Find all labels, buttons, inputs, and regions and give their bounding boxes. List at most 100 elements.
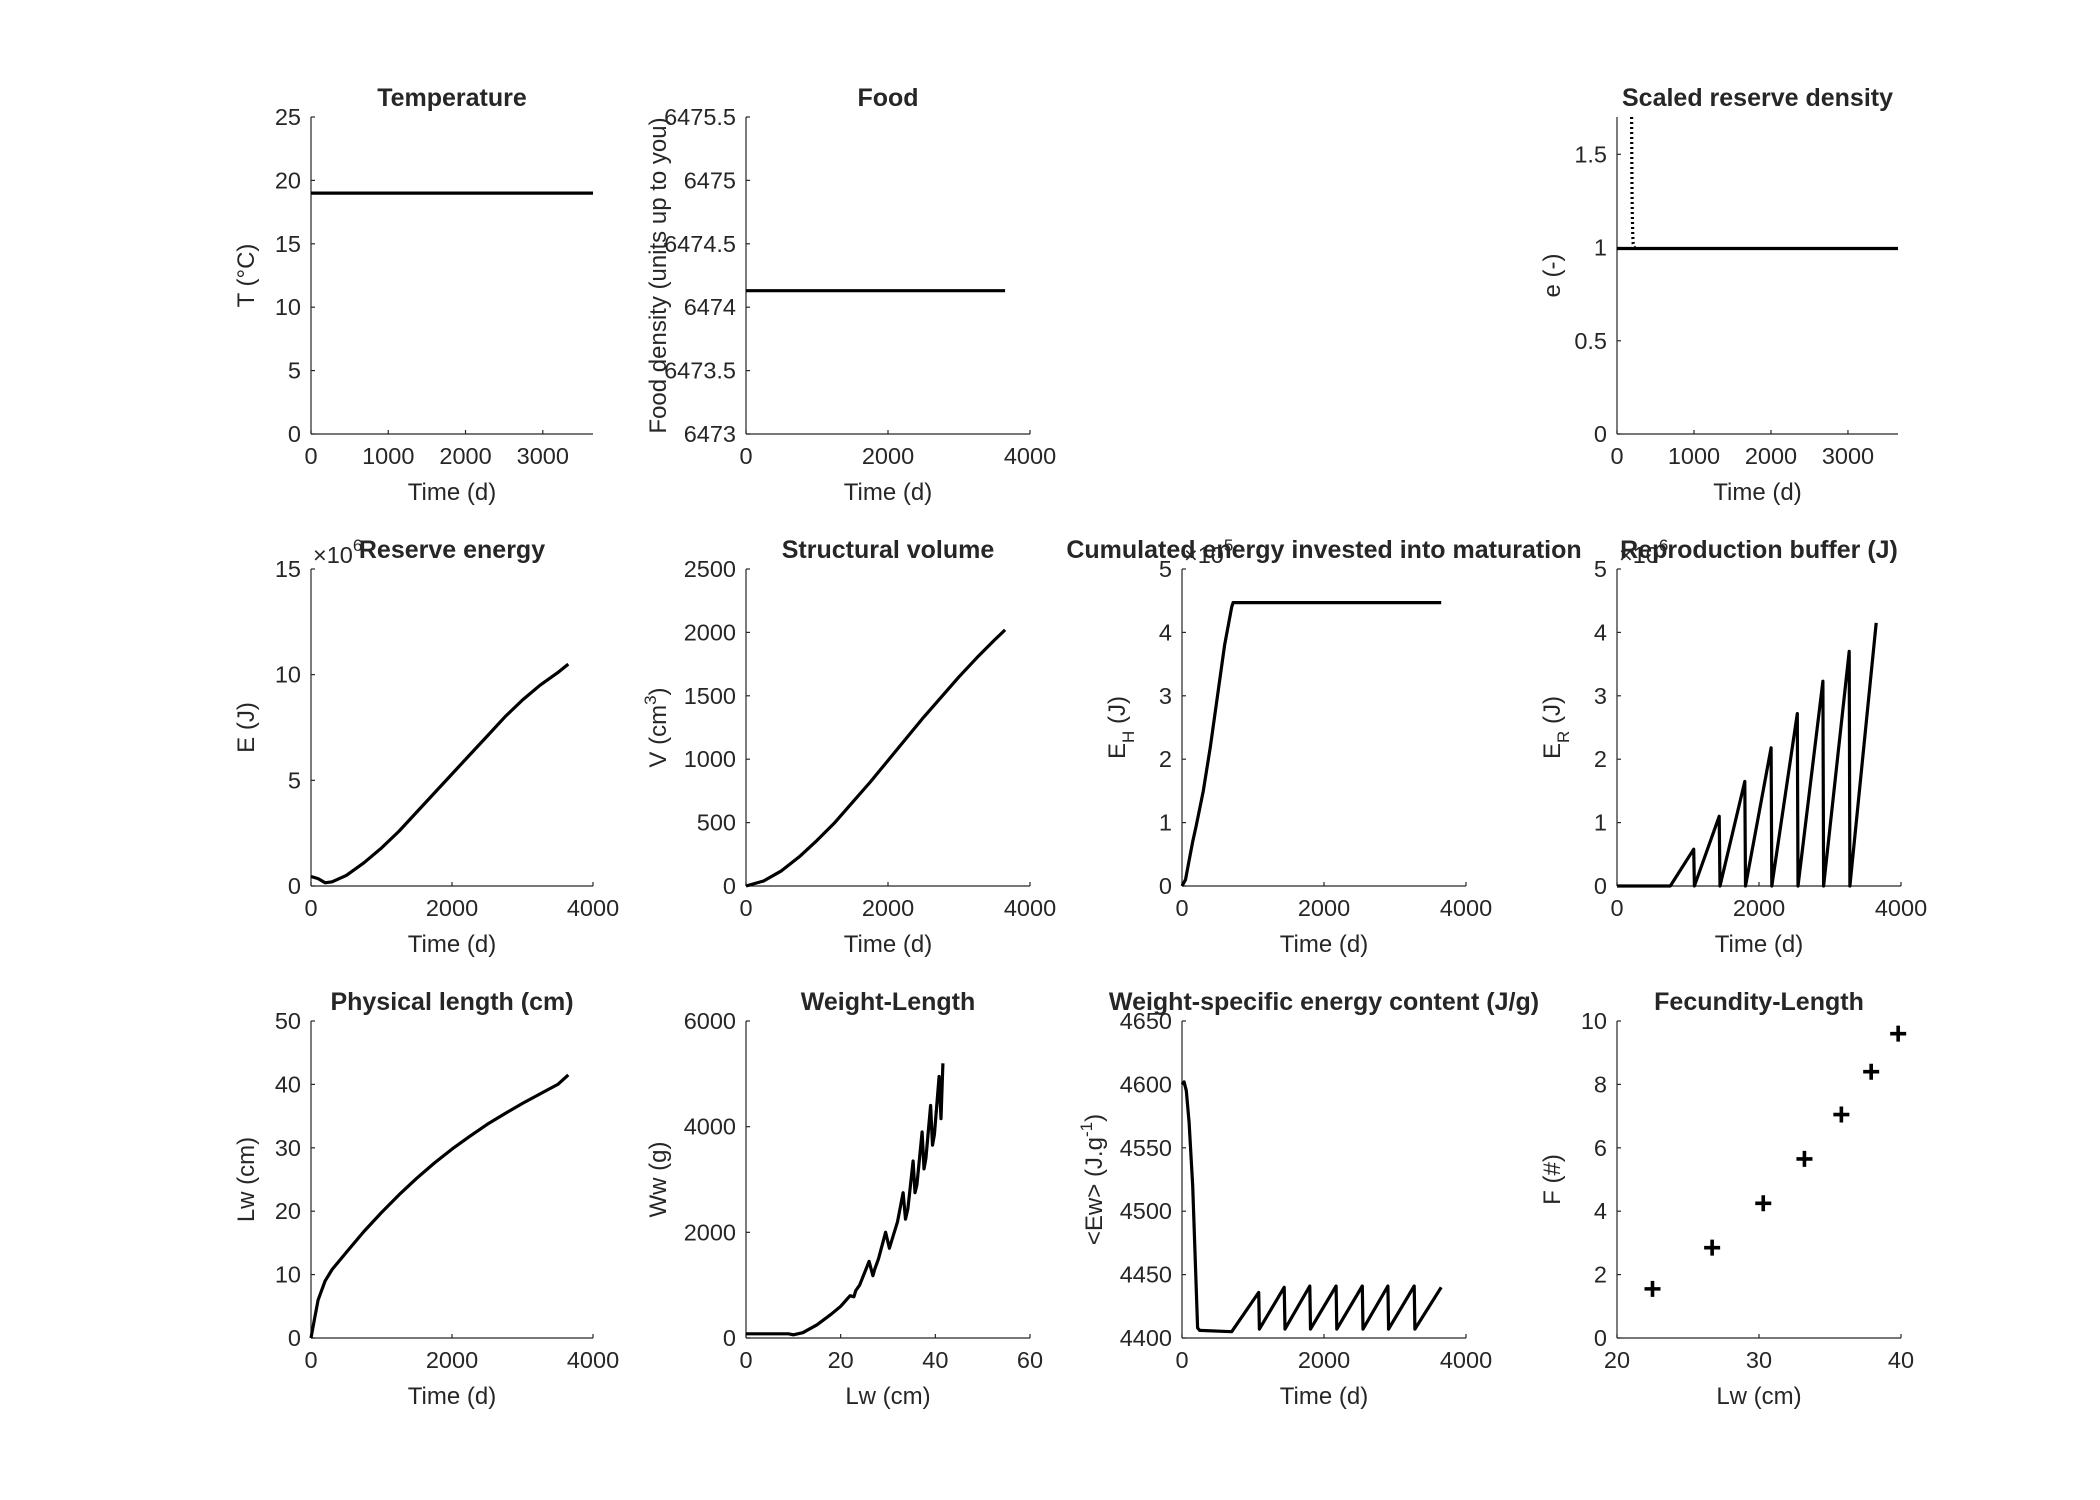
y-tick-label: 1 — [1159, 810, 1172, 836]
subplot-title: Weight-Length — [801, 988, 976, 1016]
x-tick-label: 0 — [1175, 1347, 1188, 1373]
data-point — [1755, 1195, 1772, 1212]
subplot-title: Reproduction buffer (J) — [1620, 536, 1898, 564]
x-tick-label: 40 — [922, 1347, 948, 1373]
y-tick-label: 3 — [1594, 683, 1607, 709]
x-tick-label: 2000 — [1733, 895, 1785, 921]
subplot-2: 0 2000 400064736473.564746474.564756475.5F… — [645, 84, 1056, 506]
y-tick-label: 20 — [275, 167, 301, 193]
x-tick-label: 1000 — [1668, 443, 1720, 469]
y-axis-label: E (J) — [233, 702, 260, 753]
y-tick-label: 1.5 — [1574, 141, 1607, 167]
x-tick-label: 4000 — [567, 1347, 619, 1373]
subplot-title: Reserve energy — [359, 536, 545, 564]
series-line-1 — [746, 1063, 945, 1337]
x-tick-label: 4000 — [1440, 1347, 1492, 1373]
y-tick-label: 500 — [697, 810, 736, 836]
y-tick-label: 6475 — [684, 167, 736, 193]
subplot-title: Structural volume — [782, 536, 995, 564]
y-tick-label: 5 — [1594, 556, 1607, 582]
data-point — [1796, 1150, 1813, 1167]
axis-exponent-value: 5 — [1224, 536, 1233, 555]
y-tick-label: 1 — [1594, 810, 1607, 836]
x-axis-label: Time (d) — [1280, 931, 1368, 958]
data-point — [1644, 1280, 1661, 1297]
x-tick-label: 0 — [739, 443, 752, 469]
y-tick-label: 0 — [1594, 873, 1607, 899]
y-tick-label: 2 — [1594, 1262, 1607, 1288]
subplot-title: Food — [857, 84, 918, 112]
x-tick-label: 0 — [304, 443, 317, 469]
y-tick-label: 15 — [275, 556, 301, 582]
x-axis-label: Time (d) — [1713, 479, 1801, 506]
y-tick-label: 10 — [1581, 1008, 1607, 1034]
x-tick-label: 0 — [1175, 895, 1188, 921]
x-tick-label: 2000 — [1298, 1347, 1350, 1373]
x-tick-label: 2000 — [1298, 895, 1350, 921]
y-tick-label: 1000 — [684, 746, 736, 772]
axis-exponent-label: ×105 — [1184, 536, 1233, 568]
x-tick-label: 2000 — [426, 895, 478, 921]
x-axis-label: Time (d) — [844, 931, 932, 958]
x-tick-label: 20 — [828, 1347, 854, 1373]
x-tick-label: 0 — [1610, 895, 1623, 921]
x-tick-label: 3000 — [1822, 443, 1874, 469]
y-tick-label: 2500 — [684, 556, 736, 582]
x-tick-label: 20 — [1604, 1347, 1630, 1373]
y-tick-label: 6473.5 — [664, 358, 736, 384]
y-axis-label: EH (J) — [1104, 696, 1138, 759]
series-line-1 — [1180, 1080, 1443, 1334]
x-axis-label: Time (d) — [408, 1383, 496, 1410]
x-tick-label: 40 — [1888, 1347, 1914, 1373]
data-point — [1863, 1063, 1880, 1080]
y-tick-label: 4650 — [1120, 1008, 1172, 1034]
y-tick-label: 8 — [1594, 1071, 1607, 1097]
y-tick-label: 2 — [1594, 746, 1607, 772]
x-tick-label: 2000 — [426, 1347, 478, 1373]
x-axis-label: Time (d) — [408, 931, 496, 958]
y-axis-label: Food density (units up to you) — [645, 117, 672, 433]
y-tick-label: 6 — [1594, 1135, 1607, 1161]
axis-exponent-label: ×106 — [313, 536, 362, 568]
y-axis-label: V (cm3) — [641, 687, 672, 767]
y-tick-label: 5 — [1159, 556, 1172, 582]
y-axis-label: e (-) — [1539, 254, 1566, 298]
y-tick-label: 6475.5 — [664, 104, 736, 130]
subplot-10: 0 2000 4000 4400 4450 4500 4550 4600 4650Weight-… — [1077, 988, 1539, 1410]
y-tick-label: 0.5 — [1574, 328, 1607, 354]
x-tick-label: 4000 — [1875, 895, 1927, 921]
y-tick-label: 4500 — [1120, 1198, 1172, 1224]
x-tick-label: 60 — [1017, 1347, 1043, 1373]
y-tick-label: 0 — [288, 873, 301, 899]
x-tick-label: 30 — [1746, 1347, 1772, 1373]
axis-exponent-label: ×106 — [1619, 536, 1668, 568]
y-axis-label: Ww (g) — [645, 1142, 672, 1218]
subplot-9: 0 20 40 60 0 2000 4000 6000 Weight-Length Lw (cm)… — [645, 988, 1043, 1410]
y-tick-label: 0 — [723, 1325, 736, 1351]
subplot-title: Temperature — [377, 84, 527, 112]
x-tick-label: 1000 — [362, 443, 414, 469]
y-tick-label: 10 — [275, 1262, 301, 1288]
y-tick-label: 30 — [275, 1135, 301, 1161]
y-tick-label: 6000 — [684, 1008, 736, 1034]
axis-exponent-value: 6 — [353, 536, 362, 555]
y-tick-label: 2000 — [684, 619, 736, 645]
y-tick-label: 2 — [1159, 746, 1172, 772]
y-tick-label: 6474.5 — [664, 231, 736, 257]
subplot-title: Weight-specific energy content (J/g) — [1109, 988, 1539, 1016]
y-tick-label: 1500 — [684, 683, 736, 709]
y-tick-label: 0 — [1594, 1325, 1607, 1351]
x-tick-label: 2000 — [439, 443, 491, 469]
x-axis-label: Time (d) — [408, 479, 496, 506]
subplot-8: 0 2000 4000 0 10 20 30 40 50 Physical length (cm)… — [233, 988, 619, 1410]
series-line-1 — [310, 662, 570, 885]
y-axis-label: ER (J) — [1539, 696, 1573, 759]
series-line-1 — [1180, 600, 1442, 887]
y-tick-label: 10 — [275, 662, 301, 688]
y-tick-label: 40 — [275, 1071, 301, 1097]
y-tick-label: 20 — [275, 1198, 301, 1224]
y-tick-label: 10 — [275, 294, 301, 320]
y-tick-label: 0 — [1594, 421, 1607, 447]
